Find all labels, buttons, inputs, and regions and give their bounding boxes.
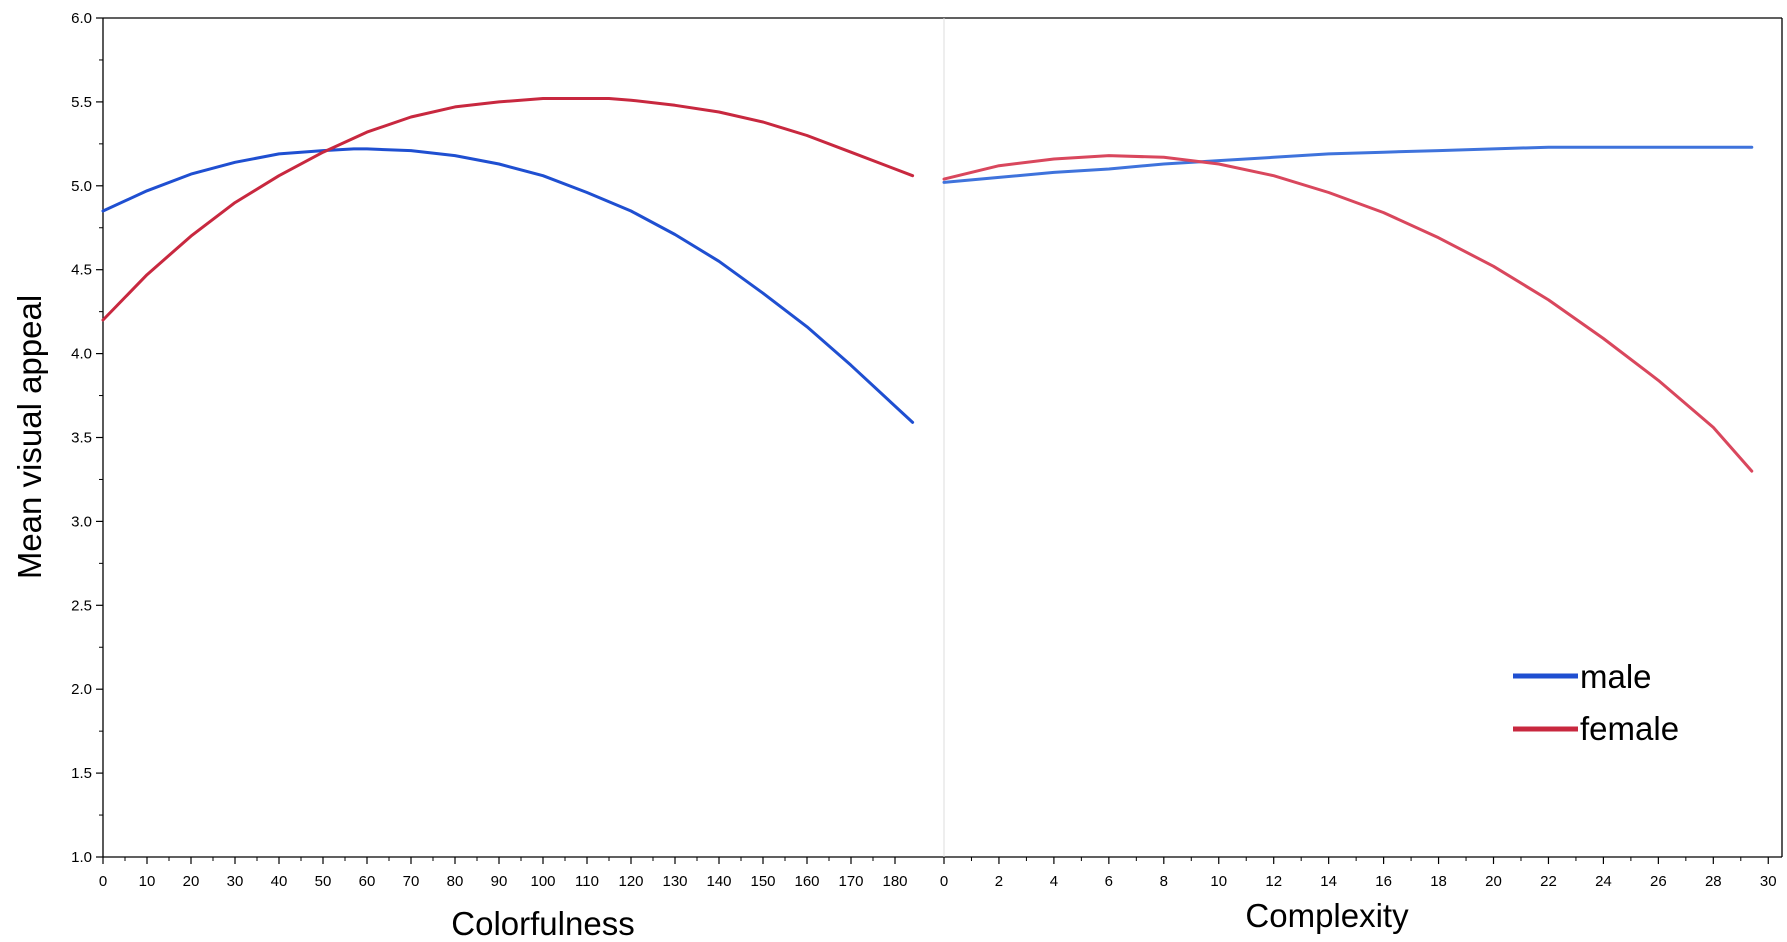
x-tick-label: 10 [1210, 873, 1227, 890]
x-tick-label: 130 [662, 873, 687, 890]
y-tick-label: 5.5 [71, 94, 92, 111]
x-tick-label: 40 [271, 873, 288, 890]
x-tick-label: 140 [706, 873, 731, 890]
x-axis-title-complexity: Complexity [1245, 897, 1409, 934]
x-tick-label: 18 [1430, 873, 1447, 890]
series-lines [101, 97, 1754, 473]
x-axis-title-colorfulness: Colorfulness [451, 905, 634, 942]
legend-label-male: male [1580, 658, 1652, 695]
x-tick-label: 16 [1375, 873, 1392, 890]
x-tick-label: 120 [618, 873, 643, 890]
series-line-male-colorfulness [101, 147, 915, 424]
x-tick-label: 80 [447, 873, 464, 890]
x-tick-label: 50 [315, 873, 332, 890]
series-line-male-complexity [942, 145, 1754, 184]
x-tick-label: 180 [882, 873, 907, 890]
x-tick-label: 70 [403, 873, 420, 890]
x-tick-label: 30 [227, 873, 244, 890]
x-tick-label: 10 [139, 873, 156, 890]
y-tick-label: 2.5 [71, 597, 92, 614]
x-tick-label: 8 [1160, 873, 1168, 890]
y-tick-label: 2.0 [71, 681, 92, 698]
series-line-female-colorfulness [101, 97, 915, 322]
x-tick-label: 30 [1760, 873, 1777, 890]
x-tick-label: 0 [940, 873, 948, 890]
x-tick-label: 20 [1485, 873, 1502, 890]
x-tick-label: 4 [1050, 873, 1058, 890]
x-tick-label: 170 [838, 873, 863, 890]
y-axis-title: Mean visual appeal [11, 295, 48, 579]
x-tick-label: 28 [1705, 873, 1722, 890]
x-tick-label: 60 [359, 873, 376, 890]
x-tick-label: 0 [99, 873, 107, 890]
y-tick-label: 5.0 [71, 178, 92, 195]
x-tick-label: 6 [1105, 873, 1113, 890]
x-tick-label: 26 [1650, 873, 1667, 890]
y-tick-label: 4.0 [71, 346, 92, 363]
x-tick-label: 22 [1540, 873, 1557, 890]
legend: male female [1513, 658, 1679, 747]
y-tick-label: 4.5 [71, 262, 92, 279]
x-tick-label: 24 [1595, 873, 1612, 890]
x-tick-label: 150 [750, 873, 775, 890]
y-tick-label: 1.0 [71, 849, 92, 866]
x-tick-label: 90 [491, 873, 508, 890]
legend-label-female: female [1580, 710, 1679, 747]
x-tick-label: 110 [575, 873, 599, 890]
x-tick-label: 20 [183, 873, 200, 890]
y-tick-label: 1.5 [71, 765, 92, 782]
y-tick-label: 3.0 [71, 513, 92, 530]
x-tick-label: 12 [1265, 873, 1282, 890]
x-tick-label: 100 [530, 873, 555, 890]
y-axis-ticks: 1.0 1.5 2.0 2.5 3.0 3.5 4.0 4.5 5.0 5.5 6.0 [71, 10, 103, 866]
x-tick-label: 160 [794, 873, 819, 890]
y-tick-label: 3.5 [71, 430, 92, 447]
x-tick-label: 2 [995, 873, 1003, 890]
series-line-female-complexity [942, 154, 1754, 473]
x-tick-label: 14 [1320, 873, 1337, 890]
x-axis-ticks: 0 10 20 30 40 50 60 70 80 90 100 110 120 130 140 150 160… [99, 857, 1777, 890]
y-tick-label: 6.0 [71, 10, 92, 27]
